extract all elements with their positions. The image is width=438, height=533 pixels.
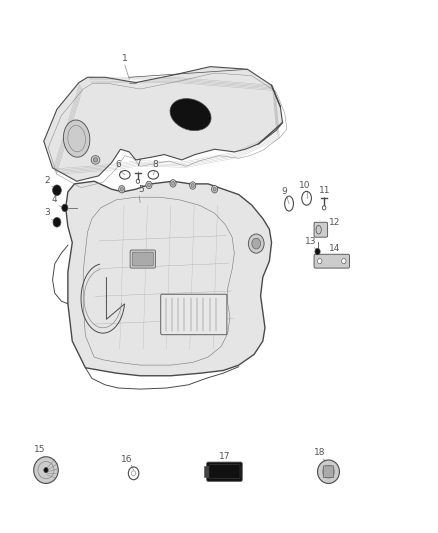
Text: 5: 5 xyxy=(138,185,144,194)
Circle shape xyxy=(213,187,216,191)
Text: 15: 15 xyxy=(34,445,45,454)
Circle shape xyxy=(212,185,218,193)
Circle shape xyxy=(44,467,48,473)
Text: 6: 6 xyxy=(115,160,121,169)
Text: 16: 16 xyxy=(121,455,133,464)
FancyBboxPatch shape xyxy=(161,294,227,335)
Ellipse shape xyxy=(93,158,98,162)
Circle shape xyxy=(191,183,194,187)
Text: 7: 7 xyxy=(135,159,141,168)
Text: 2: 2 xyxy=(45,176,50,185)
Text: 18: 18 xyxy=(314,448,325,457)
Ellipse shape xyxy=(318,460,339,483)
Circle shape xyxy=(190,182,196,189)
Circle shape xyxy=(170,180,176,187)
FancyBboxPatch shape xyxy=(314,254,350,268)
Ellipse shape xyxy=(34,457,58,483)
Text: 3: 3 xyxy=(44,208,50,217)
Text: 10: 10 xyxy=(299,181,310,190)
Circle shape xyxy=(248,234,264,253)
Circle shape xyxy=(315,248,320,255)
Bar xyxy=(204,466,208,477)
FancyBboxPatch shape xyxy=(323,466,334,478)
Text: 4: 4 xyxy=(52,195,57,204)
FancyBboxPatch shape xyxy=(130,250,155,268)
Circle shape xyxy=(342,259,346,264)
Circle shape xyxy=(147,183,151,187)
FancyBboxPatch shape xyxy=(207,462,242,481)
Text: 1: 1 xyxy=(122,54,128,63)
Circle shape xyxy=(318,259,322,264)
Polygon shape xyxy=(44,67,283,181)
Ellipse shape xyxy=(91,156,100,164)
Text: 13: 13 xyxy=(305,237,317,246)
FancyBboxPatch shape xyxy=(314,222,328,237)
Text: 8: 8 xyxy=(152,160,159,169)
Circle shape xyxy=(120,187,124,191)
Circle shape xyxy=(146,181,152,189)
Circle shape xyxy=(53,217,61,227)
Text: 12: 12 xyxy=(329,217,341,227)
Polygon shape xyxy=(66,181,272,376)
Ellipse shape xyxy=(170,99,211,131)
Circle shape xyxy=(172,181,174,185)
FancyBboxPatch shape xyxy=(132,252,153,266)
Text: 17: 17 xyxy=(219,451,230,461)
Text: 9: 9 xyxy=(281,187,287,196)
Circle shape xyxy=(119,185,125,193)
Text: 14: 14 xyxy=(329,244,341,253)
Circle shape xyxy=(62,204,68,212)
Ellipse shape xyxy=(64,120,90,157)
Circle shape xyxy=(53,185,61,196)
Text: 11: 11 xyxy=(319,186,331,195)
Circle shape xyxy=(252,238,261,249)
